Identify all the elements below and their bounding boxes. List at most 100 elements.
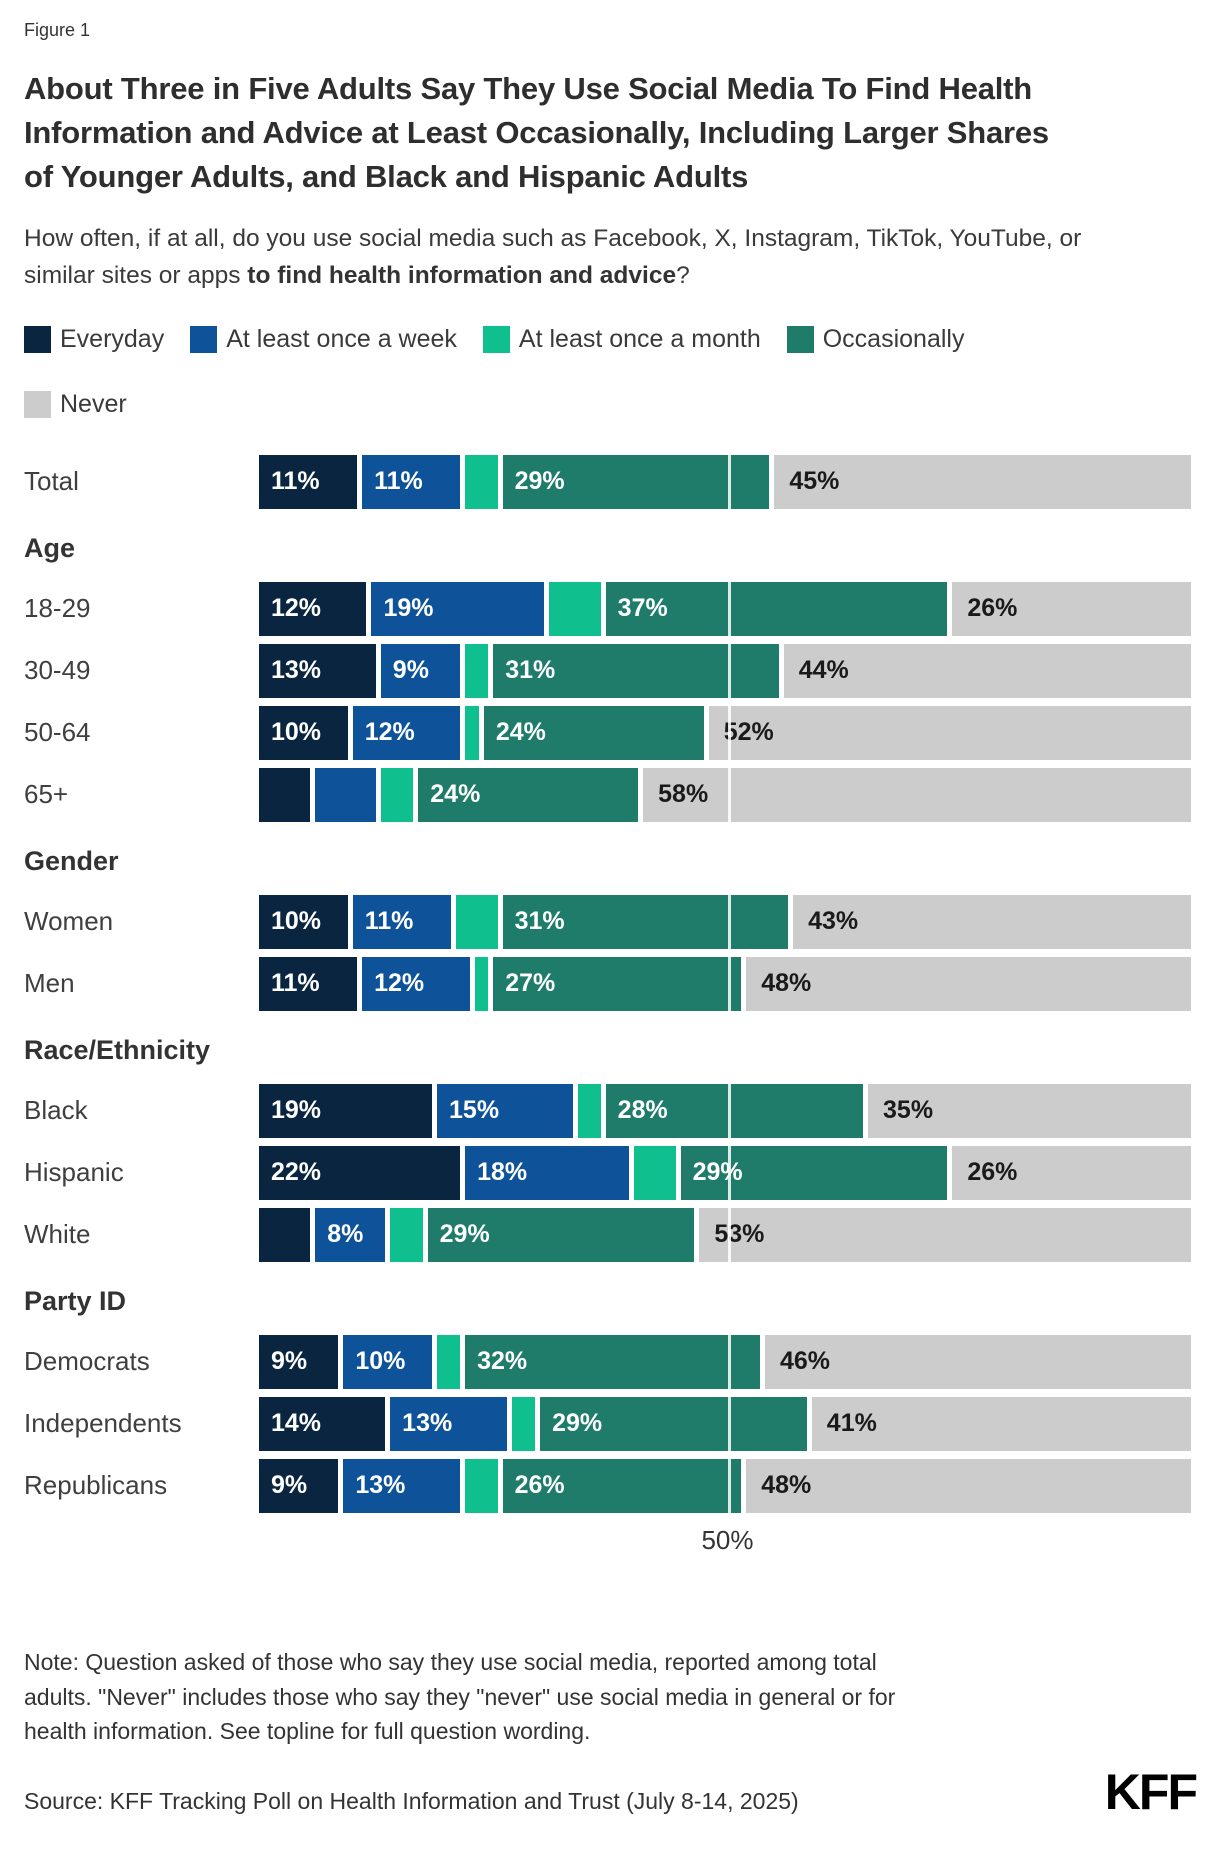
segment-value-label: 29% <box>552 1409 603 1438</box>
segment-value-label: 58% <box>658 780 709 809</box>
gridline-50pct <box>727 1145 731 1200</box>
bar-segment-occasionally: 29% <box>427 1207 700 1262</box>
bar-area: 8% 29% 53% <box>259 1207 1196 1262</box>
source-text: Source: KFF Tracking Poll on Health Info… <box>24 1788 799 1815</box>
bar-segment-never: 52% <box>708 705 1196 760</box>
note-text: Note: Question asked of those who say th… <box>24 1648 896 1745</box>
legend-item-everyday: Everyday <box>24 325 164 354</box>
bar-segment-at-least-once-a-week: 11% <box>352 894 456 949</box>
bar-area: 13% 9% 31% 44% <box>259 643 1196 698</box>
segment-value-label: 19% <box>271 1096 322 1125</box>
segment-value-label: 13% <box>355 1471 406 1500</box>
bar-segment-everyday: 22% <box>259 1145 466 1200</box>
segment-value-label: 52% <box>723 718 774 747</box>
gridline-50pct <box>727 767 731 822</box>
segment-value-label: 11% <box>364 907 414 936</box>
segment-value-label: 12% <box>374 969 425 998</box>
legend-label: At least once a week <box>226 324 457 353</box>
segment-value-label: 13% <box>402 1409 453 1438</box>
bar-segment-at-least-once-a-month <box>465 1458 503 1513</box>
segment-value-label: 11% <box>271 467 320 496</box>
subtitle-bold-text: to find health information and advice <box>247 261 677 289</box>
chart-subtitle: How often, if at all, do you use social … <box>24 221 1104 295</box>
row-label: Men <box>24 968 75 999</box>
bar-segment-at-least-once-a-week: 18% <box>465 1145 634 1200</box>
bar-segment-at-least-once-a-week: 15% <box>437 1083 578 1138</box>
segment-value-label: 9% <box>392 656 429 685</box>
legend: Everyday At least once a week At least onc… <box>24 325 1124 419</box>
segment-value-label: 22% <box>271 1158 322 1187</box>
bar-segment-never: 48% <box>746 1458 1196 1513</box>
row-label: Independents <box>24 1408 182 1439</box>
legend-item-occasionally: Occasionally <box>786 325 964 354</box>
segment-value-label: 10% <box>355 1347 406 1376</box>
bar-row-total: Total 11% 11% 29% 45% <box>24 454 1196 509</box>
gridline-50pct <box>727 894 731 949</box>
bar-segment-everyday: 11% <box>259 956 363 1011</box>
segment-value-label: 8% <box>327 1220 364 1249</box>
segment-value-label: 26% <box>514 1471 565 1500</box>
bar-segment-occasionally: 31% <box>493 643 784 698</box>
segment-value-label: 18% <box>477 1158 528 1187</box>
bar-segment-at-least-once-a-week: 12% <box>362 956 475 1011</box>
bar-segment-at-least-once-a-week: 10% <box>343 1334 438 1389</box>
bar-segment-everyday: 12% <box>259 581 372 636</box>
gridline-50pct <box>727 643 731 698</box>
bar-area: 11% 11% 29% 45% <box>259 454 1196 509</box>
legend-item-at-least-once-a-month: At least once a month <box>482 324 761 354</box>
legend-label: At least once a month <box>518 324 761 353</box>
bar-row-white: White 8% 29% 53% <box>24 1207 1196 1262</box>
bar-segment-at-least-once-a-week: 13% <box>390 1396 512 1451</box>
row-label: Women <box>24 906 114 937</box>
gridline-50pct <box>727 1207 731 1262</box>
bar-segment-occasionally: 31% <box>502 894 794 949</box>
segment-value-label: 12% <box>271 594 322 623</box>
bar-segment-at-least-once-a-week: 19% <box>371 581 550 636</box>
bar-segment-everyday: 10% <box>259 705 353 760</box>
gridline-50pct <box>727 1396 731 1451</box>
bar-segment-everyday: 10% <box>259 894 353 949</box>
bar-segment-everyday <box>259 1207 316 1262</box>
bar-segment-never: 58% <box>643 767 1196 822</box>
bar-segment-everyday: 9% <box>259 1334 344 1389</box>
bar-segment-at-least-once-a-month <box>465 454 503 509</box>
bar-segment-never: 41% <box>811 1396 1196 1451</box>
figure-label: Figure 1 <box>24 20 91 40</box>
bar-segment-occasionally: 29% <box>540 1396 812 1451</box>
bar-segment-never: 26% <box>952 581 1196 636</box>
bar-row-18-29: 18-29 12% 19% 37% 26% <box>24 581 1196 636</box>
bar-segment-at-least-once-a-week: 12% <box>352 705 466 760</box>
segment-value-label: 24% <box>430 780 481 809</box>
legend-swatch-icon <box>24 325 51 353</box>
bar-segment-everyday: 19% <box>259 1083 438 1138</box>
group-header-race-ethnicity: Race/Ethnicity <box>24 1034 211 1065</box>
bar-row-black: Black 19% 15% 28% 35% <box>24 1083 1196 1138</box>
bar-segment-at-least-once-a-month <box>577 1083 606 1138</box>
segment-value-label: 28% <box>617 1096 668 1125</box>
bar-segment-at-least-once-a-month <box>474 956 494 1011</box>
bar-segment-everyday: 13% <box>259 643 381 698</box>
segment-value-label: 46% <box>779 1347 830 1376</box>
segment-value-label: 14% <box>271 1409 322 1438</box>
gridline-50pct <box>727 956 731 1011</box>
bar-segment-at-least-once-a-month <box>437 1334 466 1389</box>
bar-segment-at-least-once-a-week: 9% <box>380 643 466 698</box>
segment-value-label: 53% <box>714 1220 765 1249</box>
segment-value-label: 13% <box>271 656 322 685</box>
bar-segment-occasionally: 28% <box>605 1083 869 1138</box>
row-label: Democrats <box>24 1346 150 1377</box>
segment-value-label: 27% <box>505 969 556 998</box>
bar-segment-at-least-once-a-month <box>455 894 503 949</box>
bar-area: 10% 12% 24% 52% <box>259 705 1196 760</box>
bar-segment-at-least-once-a-week <box>315 767 381 822</box>
bar-segment-at-least-once-a-month <box>390 1207 428 1262</box>
bar-segment-occasionally: 29% <box>502 454 775 509</box>
bar-segment-at-least-once-a-week: 13% <box>343 1458 466 1513</box>
segment-value-label: 11% <box>271 969 320 998</box>
axis-area: 50% <box>259 1525 1196 1561</box>
bar-segment-everyday: 14% <box>259 1396 391 1451</box>
bar-segment-at-least-once-a-month <box>633 1145 681 1200</box>
segment-value-label: 45% <box>789 467 840 496</box>
bar-segment-at-least-once-a-month <box>380 767 419 822</box>
gridline-50pct <box>727 705 731 760</box>
